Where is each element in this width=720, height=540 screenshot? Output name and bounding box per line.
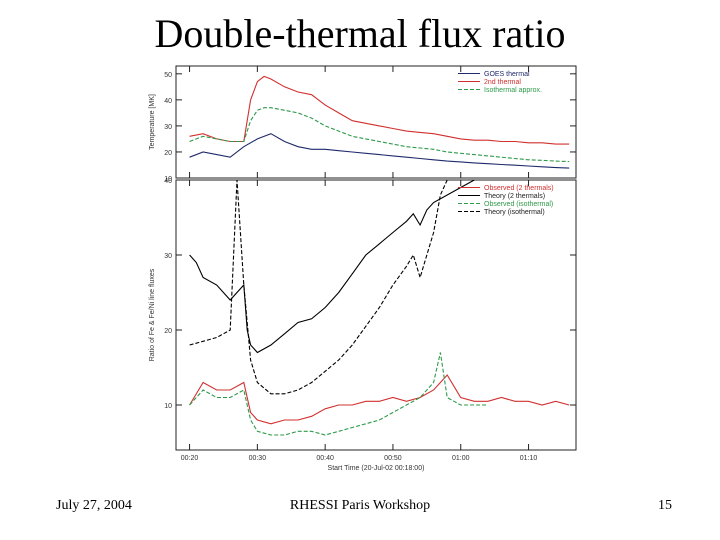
series-line-goes-thermal — [189, 133, 570, 169]
y-tick-label: 10 — [164, 176, 172, 183]
y-axis-label: Ratio of Fe & Fe/Ni line fluxes — [149, 268, 156, 361]
y-tick-label: 50 — [164, 72, 172, 79]
legend-entry: 2nd thermal — [484, 79, 521, 86]
x-tick-label: 00:20 — [181, 455, 199, 462]
page-number: 15 — [658, 498, 672, 513]
y-tick-label: 30 — [164, 124, 172, 131]
legend-entry: Observed (2 thermals) — [484, 185, 554, 192]
x-tick-label: 00:40 — [316, 455, 334, 462]
y-tick-label: 40 — [164, 178, 172, 185]
temperature-panel: 10 20 30 40 50 Temperature [MK] GOES thermal2n… — [149, 65, 577, 183]
x-tick-label: 00:30 — [249, 455, 267, 462]
chart-svg: 10 20 30 40 50 Temperature [MK] GOES thermal2n… — [149, 65, 577, 472]
plot-frame — [175, 65, 577, 179]
legend-entry: Theory (isothermal) — [484, 209, 545, 216]
series-line-theory-isothermal — [189, 179, 448, 395]
series-line-2nd-thermal — [189, 75, 570, 145]
x-tick-label: 01:00 — [452, 455, 470, 462]
legend-entry: GOES thermal — [484, 71, 530, 78]
legend-entry: Theory (2 thermals) — [484, 193, 545, 200]
footer-date: July 27, 2004 — [56, 498, 132, 513]
legend-entry: Observed (isothermal) — [484, 201, 553, 208]
y-tick-label: 40 — [164, 98, 172, 105]
y-tick-label: 20 — [164, 328, 172, 335]
footer-workshop: RHESSI Paris Workshop — [289, 498, 431, 513]
x-axis-label: Start Time (20-Jul-02 00:18:00) — [328, 465, 425, 472]
x-tick-label: 00:50 — [384, 455, 402, 462]
plot-frame — [175, 179, 577, 451]
y-tick-label: 20 — [164, 150, 172, 157]
x-tick-label: 01:10 — [520, 455, 538, 462]
y-tick-label: 30 — [164, 253, 172, 260]
chart-figure: 10 20 30 40 50 Temperature [MK] GOES thermal 2n… — [130, 60, 590, 480]
series-line-observed-isothermal — [189, 352, 488, 436]
y-axis-label: Temperature [MK] — [149, 94, 156, 150]
series-line-observed-2-thermals — [189, 374, 570, 425]
y-tick-label: 10 — [164, 403, 172, 410]
ratio-panel: 10 20 30 40 00:20 00:30 00:40 00:50 01:00 01:10 Ra… — [149, 178, 577, 472]
legend-entry: Isothermal approx. — [484, 87, 542, 94]
slide-title: Double-thermal flux ratio — [154, 11, 566, 56]
series-line-isothermal-approx — [189, 107, 570, 163]
series-line-theory-2-thermals — [189, 179, 475, 354]
